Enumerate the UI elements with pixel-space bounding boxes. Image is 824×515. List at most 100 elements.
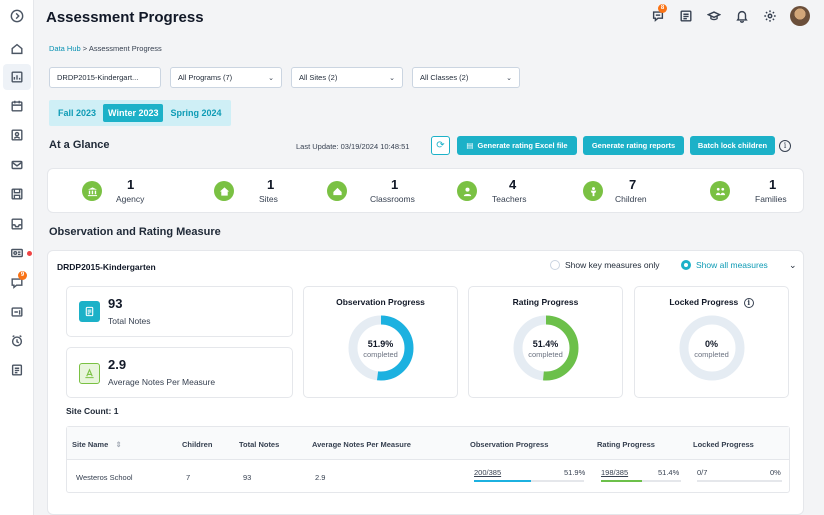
stat-agency: 1 Agency [82, 169, 144, 213]
chevron-down-icon: ⌄ [389, 74, 395, 82]
generate-reports-button[interactable]: Generate rating reports [583, 136, 684, 155]
observation-progress-title: Observation Progress [336, 297, 425, 307]
locked-progress-title-text: Locked Progress [669, 297, 739, 307]
sites-table: Site Name ⇕ Children Total Notes Average… [66, 426, 790, 493]
tab-spring-2024[interactable]: Spring 2024 [170, 108, 222, 118]
notes-icon[interactable] [678, 8, 694, 24]
breadcrumb-link-data-hub[interactable]: Data Hub [49, 44, 81, 53]
chat-icon[interactable]: 8 [650, 4, 667, 24]
observation-progress-percent: 51.9% [367, 339, 394, 349]
calendar-icon[interactable] [9, 98, 25, 114]
refresh-button[interactable]: ⟳ [431, 136, 450, 155]
radio-all-measures-label: Show all measures [696, 260, 768, 270]
alarm-clock-icon[interactable] [9, 333, 25, 349]
col-site-name-label: Site Name [72, 440, 109, 449]
breadcrumb-separator: > [82, 44, 88, 53]
obs-progress-bar [474, 480, 584, 482]
framework-select[interactable]: DRDP2015-Kindergart... [49, 67, 161, 88]
sidebar-notification-dot [27, 251, 32, 256]
cell-rating-count[interactable]: 198/385 [601, 468, 629, 477]
site-count-label: Site Count: [66, 406, 112, 416]
col-locked-progress: Locked Progress [693, 440, 754, 449]
chevron-down-icon: ⌄ [268, 74, 274, 82]
stat-families: 1 Families [710, 169, 787, 213]
stat-agency-label: Agency [116, 194, 145, 204]
stat-families-label: Families [755, 194, 787, 204]
bell-icon[interactable] [734, 8, 750, 24]
measure-icon [79, 363, 100, 384]
programs-select-value: All Programs (7) [178, 73, 233, 82]
rating-progress-donut [513, 315, 578, 381]
id-card-icon[interactable] [9, 245, 25, 261]
main-content: Assessment Progress 8 Data Hub > Assessm… [34, 0, 824, 515]
programs-select[interactable]: All Programs (7) ⌄ [170, 67, 282, 88]
tray-icon[interactable] [9, 216, 25, 232]
stat-sites: 1 Sites [214, 169, 278, 213]
avatar[interactable] [790, 6, 810, 26]
col-observation-progress: Observation Progress [470, 440, 549, 449]
sites-select-value: All Sites (2) [299, 73, 338, 82]
classes-select-value: All Classes (2) [420, 73, 469, 82]
stat-sites-label: Sites [259, 194, 278, 204]
batch-lock-button[interactable]: Batch lock children [690, 136, 775, 155]
home-icon [214, 181, 234, 201]
tab-winter-2023[interactable]: Winter 2023 [103, 104, 164, 122]
mail-icon[interactable] [9, 157, 25, 173]
locked-progress-donut [679, 315, 744, 381]
chevron-down-icon[interactable]: ⌄ [789, 260, 797, 270]
stat-children-value: 7 [629, 177, 637, 192]
framework-select-value: DRDP2015-Kindergart... [57, 73, 139, 82]
stat-classrooms-label: Classrooms [370, 194, 415, 204]
last-update-text: Last Update: 03/19/2024 10:48:51 [296, 142, 410, 151]
inbox-icon[interactable] [9, 304, 25, 320]
chat-icon[interactable] [9, 275, 25, 291]
breadcrumb-current: Assessment Progress [88, 44, 162, 53]
term-tabs: Fall 2023 Winter 2023 Spring 2024 [49, 100, 231, 126]
home-icon[interactable] [9, 41, 25, 57]
cell-obs-count[interactable]: 200/385 [474, 468, 502, 477]
col-site-name[interactable]: Site Name ⇕ [72, 440, 122, 449]
sites-select[interactable]: All Sites (2) ⌄ [291, 67, 403, 88]
observation-heading: Observation and Rating Measure [49, 226, 221, 238]
observation-progress-sub: completed [363, 350, 398, 359]
locked-progress-sub: completed [694, 350, 729, 359]
person-icon [457, 181, 477, 201]
stat-teachers: 4 Teachers [457, 169, 527, 213]
graduation-cap-icon[interactable] [706, 8, 722, 24]
institution-icon [82, 181, 102, 201]
sort-icon[interactable]: ⇕ [115, 440, 122, 449]
col-avg-notes: Average Notes Per Measure [312, 440, 411, 449]
radio-key-measures-label: Show key measures only [565, 260, 660, 270]
obs-progress-fill [474, 480, 532, 482]
stat-children-label: Children [615, 194, 647, 204]
rating-progress-arc [513, 315, 578, 381]
radio-all-measures[interactable]: Show all measures [681, 260, 768, 270]
save-icon[interactable] [9, 186, 25, 202]
sidebar-message-badge: 9 [18, 271, 27, 280]
dashboard-icon[interactable] [9, 69, 25, 85]
collapse-icon[interactable] [9, 8, 25, 24]
stat-classrooms: 1 Classrooms [327, 169, 415, 213]
generate-excel-button[interactable]: ▤ Generate rating Excel file [457, 136, 577, 155]
radio-key-measures[interactable]: Show key measures only [550, 260, 660, 270]
stat-teachers-label: Teachers [492, 194, 527, 204]
rating-progress-sub: completed [528, 350, 563, 359]
settings-icon[interactable] [762, 8, 778, 24]
observation-progress-donut [348, 315, 413, 381]
classes-select[interactable]: All Classes (2) ⌄ [412, 67, 520, 88]
contact-icon[interactable] [9, 127, 25, 143]
locked-progress-title: Locked Progress i [635, 297, 788, 308]
tab-fall-2023[interactable]: Fall 2023 [58, 108, 97, 118]
breadcrumb: Data Hub > Assessment Progress [49, 44, 162, 53]
info-icon[interactable]: i [743, 298, 754, 308]
stat-agency-value: 1 [127, 177, 135, 192]
rating-progress-bar [601, 480, 681, 482]
col-total-notes: Total Notes [239, 440, 280, 449]
child-icon [583, 181, 603, 201]
rating-progress-percent: 51.4% [532, 339, 559, 349]
info-icon[interactable]: i [779, 140, 791, 152]
header-message-badge: 8 [658, 4, 667, 13]
observation-progress-arc [348, 315, 413, 381]
document-icon[interactable] [9, 362, 25, 378]
avg-notes-label: Average Notes Per Measure [108, 377, 216, 387]
